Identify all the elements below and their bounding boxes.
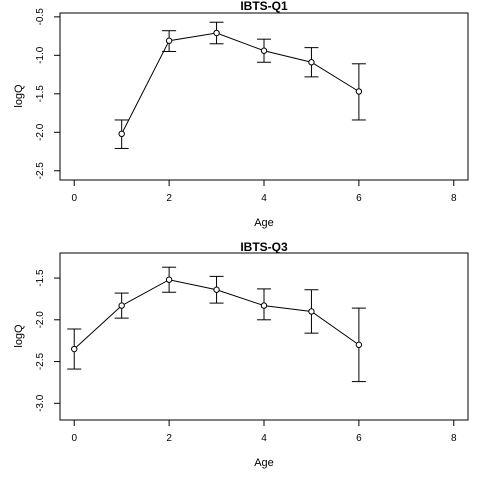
data-point xyxy=(165,37,173,44)
x-tick-label: 6 xyxy=(356,433,362,444)
data-point xyxy=(260,302,268,309)
x-tick-label: 2 xyxy=(166,433,172,444)
y-tick-label: -2.5 xyxy=(35,352,46,370)
x-tick-label: 2 xyxy=(166,193,172,204)
plot-frame xyxy=(59,252,469,421)
panel-ibts-q1: IBTS-Q1 Age logQ 0 2 4 6 8 -2.5 -2.0 -1.5 -1.0 -0… xyxy=(13,0,469,229)
data-point xyxy=(118,130,125,138)
panel-title: IBTS-Q3 xyxy=(240,240,288,254)
y-tick-label: -2.0 xyxy=(35,311,46,329)
x-tick-label: 0 xyxy=(71,193,77,204)
x-tick-label: 6 xyxy=(356,193,362,204)
x-tick-label: 0 xyxy=(71,433,77,444)
x-axis-label: Age xyxy=(254,217,274,229)
data-point xyxy=(213,29,220,37)
x-tick-label: 4 xyxy=(261,193,267,204)
y-tick-label: -0.5 xyxy=(35,8,46,26)
data-point xyxy=(118,302,125,309)
y-axis-label: logQ xyxy=(13,324,25,348)
y-tick-label: -2.0 xyxy=(35,123,46,141)
data-point xyxy=(308,59,315,66)
y-tick-label: -1.0 xyxy=(35,46,46,64)
y-tick-label: -1.5 xyxy=(35,269,46,287)
data-point xyxy=(71,345,78,353)
y-tick-label: -1.5 xyxy=(35,85,46,103)
y-tick-label: -3.0 xyxy=(35,394,46,412)
panel-title: IBTS-Q1 xyxy=(240,0,288,13)
panel-ibts-q3: IBTS-Q3 Age logQ 0 2 4 6 8 -3.0 -2.5 -2.0 -1.5 xyxy=(13,240,469,469)
data-point xyxy=(260,47,268,54)
data-point xyxy=(213,286,220,293)
plot-frame xyxy=(59,12,469,181)
series-line xyxy=(121,32,360,135)
data-point xyxy=(355,88,363,95)
data-point xyxy=(308,308,315,315)
x-tick-label: 8 xyxy=(451,433,457,444)
x-tick-label: 8 xyxy=(451,193,457,204)
data-point xyxy=(165,276,173,283)
x-axis-label: Age xyxy=(254,457,274,469)
x-tick-label: 4 xyxy=(261,433,267,444)
data-point xyxy=(355,341,363,349)
y-axis-label: logQ xyxy=(13,84,25,108)
y-tick-label: -2.5 xyxy=(35,162,46,180)
